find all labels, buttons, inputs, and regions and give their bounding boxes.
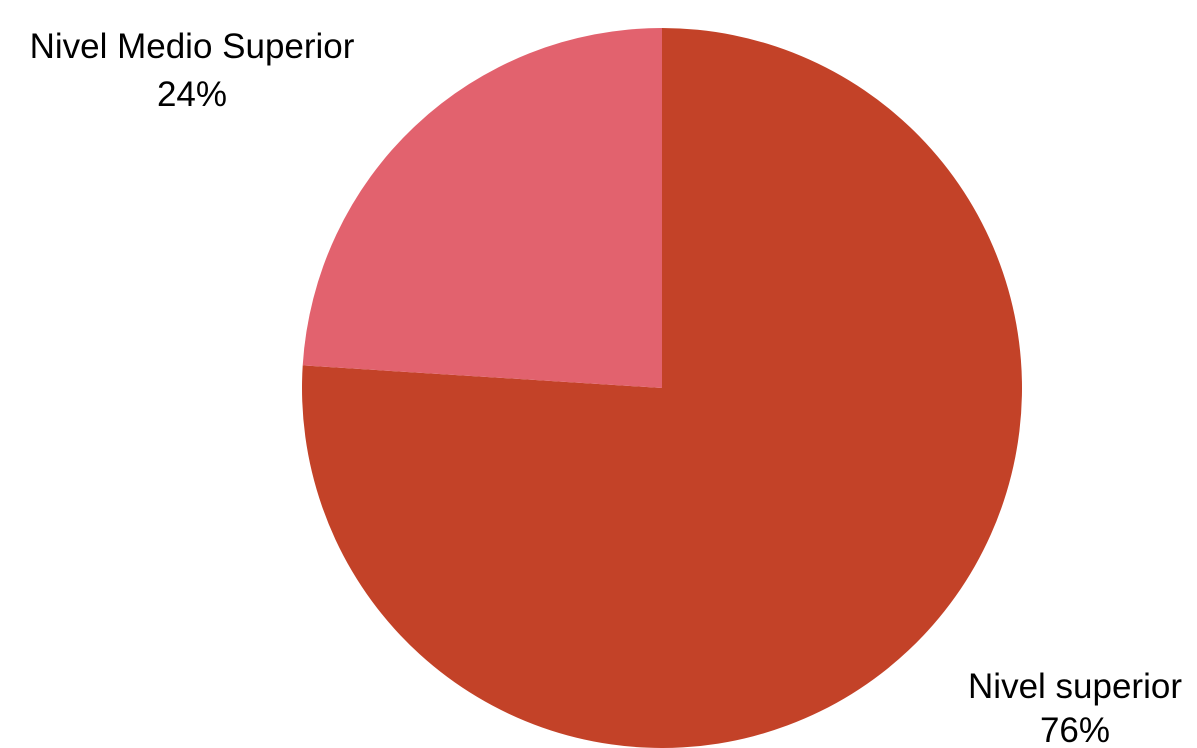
pie-slice-nivel-medio-superior	[302, 28, 662, 388]
slice-label-nivel-superior: Nivel superior	[968, 667, 1182, 706]
pie-labels: Nivel superior 76% Nivel Medio Superior …	[30, 27, 1183, 748]
pie-slice-nivel-superior	[302, 28, 1023, 748]
slice-percent-nivel-superior: 76%	[1040, 711, 1110, 748]
slice-label-nivel-medio-superior: Nivel Medio Superior	[30, 27, 355, 66]
slice-percent-nivel-medio-superior: 24%	[157, 75, 227, 114]
pie-slices	[302, 28, 1023, 748]
